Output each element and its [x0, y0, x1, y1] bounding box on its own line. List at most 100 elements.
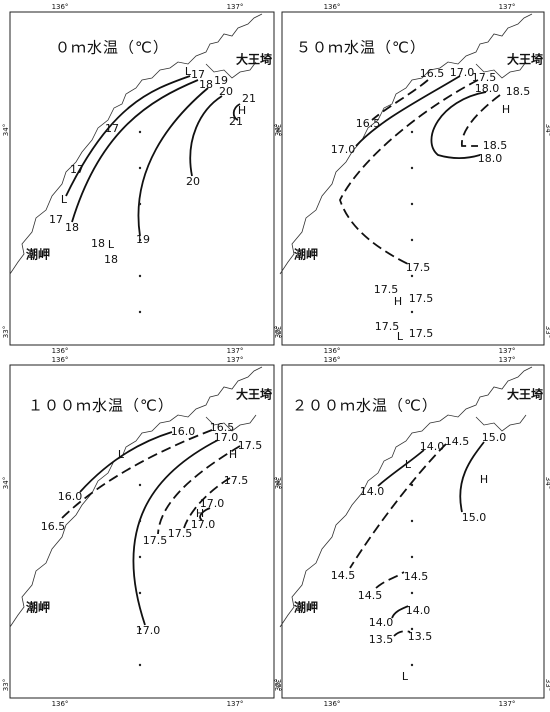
contour-label: 21: [242, 92, 256, 105]
panel-title: ２００ｍ水温（℃）: [292, 397, 438, 415]
lon-label: 137°: [499, 3, 516, 11]
contour-label: 14.0: [406, 604, 431, 617]
lon-label: 137°: [227, 700, 244, 708]
contour: [430, 91, 487, 159]
lon-label: 137°: [499, 356, 516, 364]
contour-label: 17: [70, 163, 84, 176]
contour: [377, 449, 425, 487]
lon-label: 137°: [227, 3, 244, 11]
lat-label: 34°: [544, 124, 550, 136]
contour-label: H: [502, 103, 510, 116]
contour-label: 14.0: [369, 616, 394, 629]
station: [410, 519, 414, 523]
contour-label: 18.0: [478, 152, 503, 165]
lon-label: 136°: [324, 356, 341, 364]
contour-label: 18: [199, 78, 213, 91]
station: [138, 130, 142, 134]
station: [138, 274, 142, 278]
contour: [132, 439, 219, 626]
contour-label: 17: [191, 68, 205, 81]
contour-label: H: [229, 448, 237, 461]
panel-200m: [279, 364, 545, 699]
lon-label: 136°: [52, 347, 69, 355]
contour: [65, 75, 191, 197]
place-label: 潮岬: [26, 247, 50, 262]
contour-label: 17.5: [375, 320, 400, 333]
lon-label: 136°: [52, 700, 69, 708]
panel-50m: [279, 11, 545, 346]
contour-label: 17.5: [224, 474, 249, 487]
contour-label: 15.0: [482, 431, 507, 444]
contour-label: 21: [229, 115, 243, 128]
contour-label: 16.5: [210, 421, 235, 434]
station: [138, 519, 142, 523]
contour-label: 18.0: [475, 82, 500, 95]
contour: [461, 94, 501, 147]
contour-label: 17.5: [472, 71, 497, 84]
contour-label: L: [61, 193, 68, 206]
contour: [232, 103, 241, 121]
contour-label: 14.5: [331, 569, 356, 582]
contour-label: L: [402, 670, 409, 683]
contour: [393, 630, 411, 637]
contour-label: 20: [186, 175, 200, 188]
lat-label: 34°: [2, 124, 10, 136]
contour: [79, 431, 173, 493]
lat-label: 34°: [544, 477, 550, 489]
station: [410, 483, 414, 487]
place-label: 大王埼: [507, 52, 543, 67]
lat-label: 33°: [274, 679, 282, 691]
station: [138, 663, 142, 667]
station: [138, 310, 142, 314]
contour-label: 19: [136, 233, 150, 246]
contour-label: L: [185, 65, 192, 78]
station: [138, 238, 142, 242]
panel-title: １００ｍ水温（℃）: [28, 397, 174, 415]
panel-100m: [9, 364, 275, 699]
station: [410, 627, 414, 631]
contour-label: L: [405, 458, 412, 471]
contour: [339, 79, 479, 265]
place-label: 潮岬: [294, 600, 318, 615]
lon-label: 136°: [52, 3, 69, 11]
station: [138, 202, 142, 206]
contour-label: 16.5: [41, 520, 66, 533]
contour-label: 18.5: [483, 139, 508, 152]
contour: [459, 441, 485, 513]
contour-label: 18.5: [506, 85, 531, 98]
contour-label: 18: [104, 253, 118, 266]
contour: [355, 75, 461, 147]
contour-label: L: [118, 448, 125, 461]
contour-label: 14.0: [360, 485, 385, 498]
station: [138, 555, 142, 559]
contour: [199, 507, 211, 521]
contour: [375, 571, 405, 589]
contour-label: 14.5: [445, 435, 470, 448]
contour-label: 16.5: [420, 67, 445, 80]
contour-label: 17.5: [409, 292, 434, 305]
lat-label: 34°: [274, 124, 282, 136]
station: [138, 591, 142, 595]
station: [410, 166, 414, 170]
lat-label: 33°: [544, 679, 550, 691]
contour-label: 17.0: [136, 624, 161, 637]
lon-label: 137°: [227, 356, 244, 364]
contour-label: 15.0: [462, 511, 487, 524]
station: [410, 274, 414, 278]
contour-label: 18: [65, 221, 79, 234]
station: [138, 166, 142, 170]
lon-label: 136°: [52, 356, 69, 364]
contour-label: 17: [105, 122, 119, 135]
lat-label: 34°: [274, 124, 282, 136]
contour-label: 17.0: [331, 143, 356, 156]
lat-label: 34°: [2, 477, 10, 489]
place-label: 大王埼: [236, 387, 272, 402]
station: [410, 202, 414, 206]
contour-label: 17.5: [143, 534, 168, 547]
station: [410, 555, 414, 559]
contour-label: 16.0: [171, 425, 196, 438]
lon-label: 136°: [324, 347, 341, 355]
panel-frame: [281, 11, 545, 346]
